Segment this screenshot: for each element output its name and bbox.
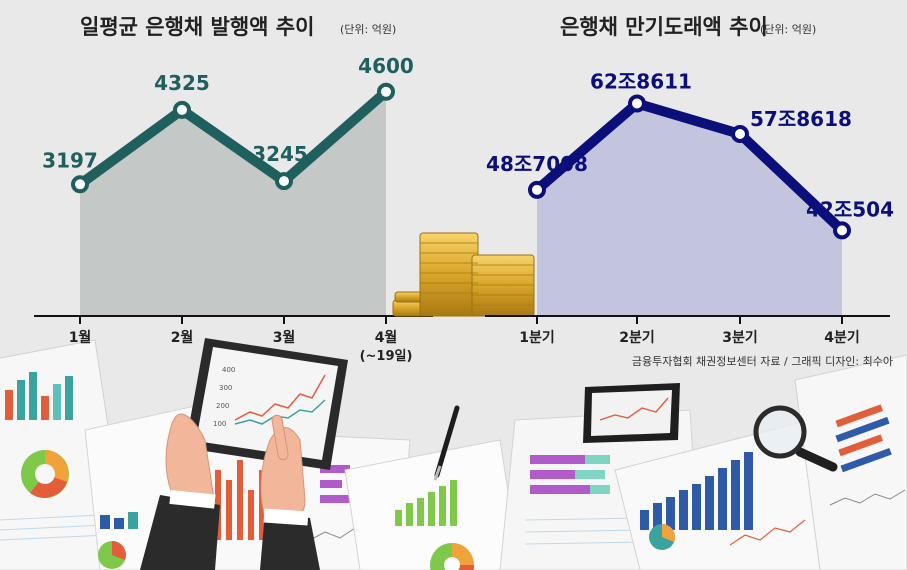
left-area-fill [80,91,386,316]
right-data-label-3: 57조8618 [750,107,852,131]
right-tick-label-1: 1분기 [519,330,555,346]
right-data-label-2: 62조8611 [590,70,692,94]
right-data-point-1 [528,180,546,199]
phone-device [583,383,680,443]
left-tick-label-4: 4월 [375,329,398,346]
pen-icon [433,405,460,481]
left-tick-label-1: 1월 [69,329,92,346]
left-tick-label-2: 2월 [171,329,194,346]
chart-bank-bond-maturity: 은행채 만기도래액 추이 (단위: 억원) 48조7008 62조8611 57조8… [485,15,894,346]
left-data-label-4: 4600 [358,54,414,78]
tablet-tick-300: 300 [219,384,232,392]
right-data-label-4: 42조504 [806,197,894,221]
left-data-point-2 [173,100,191,119]
left-tick-note-4: (~19일) [360,349,413,364]
left-tick-label-3: 3월 [273,329,296,346]
right-tick-label-2: 2분기 [619,330,655,346]
left-data-label-2: 4325 [154,71,210,95]
magnifier-icon [753,405,838,472]
right-data-label-1: 48조7008 [486,152,588,176]
right-data-point-2 [628,94,646,113]
tablet-tick-200: 200 [216,402,229,410]
gold-coins-illustration [392,232,535,317]
right-chart-title: 은행채 만기도래액 추이 [560,15,768,39]
left-chart-unit: (단위: 억원) [340,23,396,36]
left-chart-title: 일평균 은행채 발행액 추이 [80,15,314,39]
right-series-line [532,98,847,236]
left-data-label-1: 3197 [42,148,98,172]
paper-doc-left [0,339,131,570]
hands-illustration [140,413,320,570]
paper-doc-center [344,439,521,570]
left-data-point-1 [71,175,89,194]
right-area-fill [537,103,842,316]
paper-doc-far-right [794,354,907,570]
left-data-point-3 [275,172,293,191]
tablet-device: 400 300 200 100 [185,338,348,470]
right-chart-unit: (단위: 억원) [760,23,816,36]
illustration: 400 300 200 100 [0,338,907,570]
chart-daily-bank-bond-issuance: 일평균 은행채 발행액 추이 (단위: 억원) 3197 4325 3245 4600… [34,15,433,364]
right-tick-label-4: 4분기 [824,330,860,346]
right-data-point-4 [833,221,851,240]
left-data-point-4 [377,82,395,101]
tablet-tick-400: 400 [222,366,235,374]
source-credit: 금융투자협회 채권정보센터 자료 / 그래픽 디자인: 최수아 [632,355,893,368]
right-tick-label-3: 3분기 [722,330,758,346]
tablet-tick-100: 100 [213,420,226,428]
left-series-line [75,86,391,190]
right-data-point-3 [731,124,749,143]
left-data-label-3: 3245 [252,142,308,166]
